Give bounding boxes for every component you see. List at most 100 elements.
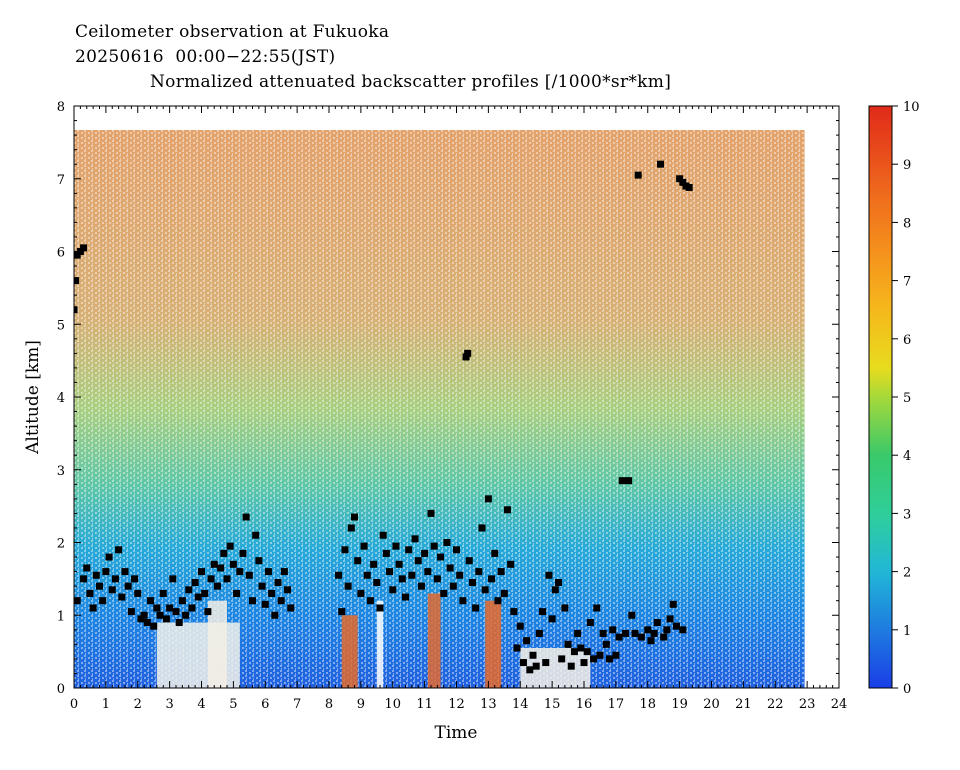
cloud-base-point	[194, 593, 202, 601]
colorbar-tick-label: 5	[903, 391, 911, 406]
cloud-base-point	[379, 531, 387, 539]
colorbar-tick-label: 3	[903, 507, 911, 522]
cloud-base-point	[535, 629, 543, 637]
cloud-base-point	[634, 171, 642, 179]
cloud-base-point	[437, 553, 445, 561]
x-tick-label: 24	[831, 697, 848, 712]
cloud-base-point	[402, 593, 409, 601]
cloud-base-point	[631, 629, 639, 637]
cloud-base-point	[586, 619, 594, 627]
aerosol-plumes	[156, 593, 591, 688]
cloud-base-point	[191, 579, 199, 587]
cloud-base-point	[612, 651, 620, 659]
cloud-base-point	[131, 575, 139, 583]
cloud-base-point	[449, 582, 457, 590]
cloud-base-point	[182, 611, 190, 619]
cloud-base-point	[567, 662, 575, 670]
cloud-base-point	[526, 666, 534, 674]
colorbar-tick-label: 10	[903, 100, 920, 115]
cloud-base-point	[159, 589, 167, 597]
x-tick-label: 15	[544, 697, 561, 712]
cloud-base-point	[271, 611, 279, 619]
cloud-base-point	[660, 633, 668, 641]
cloud-base-point	[274, 579, 282, 587]
cloud-base-point	[233, 589, 241, 597]
x-tick-label: 16	[576, 697, 593, 712]
cloud-base-point	[465, 557, 473, 565]
cloud-base-point	[338, 608, 346, 616]
cloud-base-point	[523, 637, 531, 645]
cloud-base-point	[577, 644, 585, 652]
cloud-base-point	[542, 659, 550, 667]
cloud-base-point	[644, 626, 652, 634]
cloud-base-point	[277, 597, 285, 605]
cloud-base-point	[500, 589, 508, 597]
cloud-base-point	[258, 582, 266, 590]
colorbar-ticks: 0 1 2 3 4 5 6 7 8 9 10	[892, 100, 920, 697]
cloud-base-point	[679, 178, 687, 186]
cloud-base-point	[519, 659, 527, 667]
cloud-base-point	[210, 560, 218, 568]
x-tick-label: 22	[767, 697, 784, 712]
cloud-base-point	[417, 582, 425, 590]
cloud-base-point	[430, 542, 438, 550]
cloud-base-point	[398, 575, 406, 583]
cloud-base-point	[570, 648, 578, 656]
cloud-base-point	[351, 513, 358, 521]
cloud-base-point	[446, 564, 454, 572]
y-tick-label: 0	[57, 682, 65, 697]
x-tick-label: 10	[384, 697, 401, 712]
chart-title-station: Ceilometer observation at Fukuoka	[75, 22, 390, 42]
cloud-base-point	[357, 589, 365, 597]
cloud-base-point	[105, 553, 113, 561]
cloud-base-point	[99, 597, 107, 605]
cloud-base-point	[453, 546, 460, 554]
x-tick-label: 4	[197, 697, 205, 712]
cloud-base-point	[255, 557, 263, 565]
cloud-base-point	[676, 175, 684, 183]
cloud-base-point	[488, 575, 496, 583]
cloud-base-point	[335, 571, 343, 579]
x-tick-label: 5	[229, 697, 237, 712]
y-tick-label: 2	[57, 537, 65, 552]
x-tick-label: 9	[357, 697, 365, 712]
cloud-base-point	[341, 546, 349, 554]
cloud-base-point	[115, 546, 123, 554]
cloud-base-point	[672, 622, 680, 630]
cloud-base-point	[344, 582, 352, 590]
cloud-base-point	[360, 542, 368, 550]
cloud-base-point	[459, 597, 467, 605]
colorbar-tick-label: 2	[903, 566, 911, 581]
cloud-base-point	[481, 586, 489, 594]
cloud-base-point	[516, 622, 524, 630]
cloud-base-point	[280, 568, 288, 576]
cloud-base-point	[111, 575, 119, 583]
x-tick-label: 23	[799, 697, 816, 712]
cloud-base-point	[102, 568, 110, 576]
cloud-base-point	[137, 615, 145, 623]
cloud-base-point	[491, 549, 499, 557]
cloud-base-point	[213, 582, 221, 590]
plot-area	[74, 130, 805, 688]
cloud-base-point	[663, 626, 671, 634]
colorbar-tick-label: 1	[903, 624, 911, 639]
cloud-base-point	[615, 633, 623, 641]
plume-5	[485, 600, 502, 688]
x-tick-label: 11	[416, 697, 433, 712]
cloud-base-point	[392, 542, 400, 550]
cloud-base-point	[555, 579, 562, 587]
cloud-base-point	[169, 575, 177, 583]
cloud-base-point	[366, 597, 374, 605]
cloud-base-point	[172, 608, 180, 616]
colorbar-tick-label: 7	[903, 275, 911, 290]
cloud-base-point	[606, 655, 613, 663]
cloud-base-point	[510, 608, 518, 616]
cloud-base-point	[637, 633, 645, 641]
cloud-base-point	[236, 568, 244, 576]
y-tick-label: 3	[57, 464, 65, 479]
cloud-base-point	[242, 513, 250, 521]
cloud-base-point	[175, 619, 183, 627]
cloud-base-point	[363, 571, 371, 579]
cloud-base-point	[245, 571, 253, 579]
cloud-base-point	[427, 509, 435, 517]
